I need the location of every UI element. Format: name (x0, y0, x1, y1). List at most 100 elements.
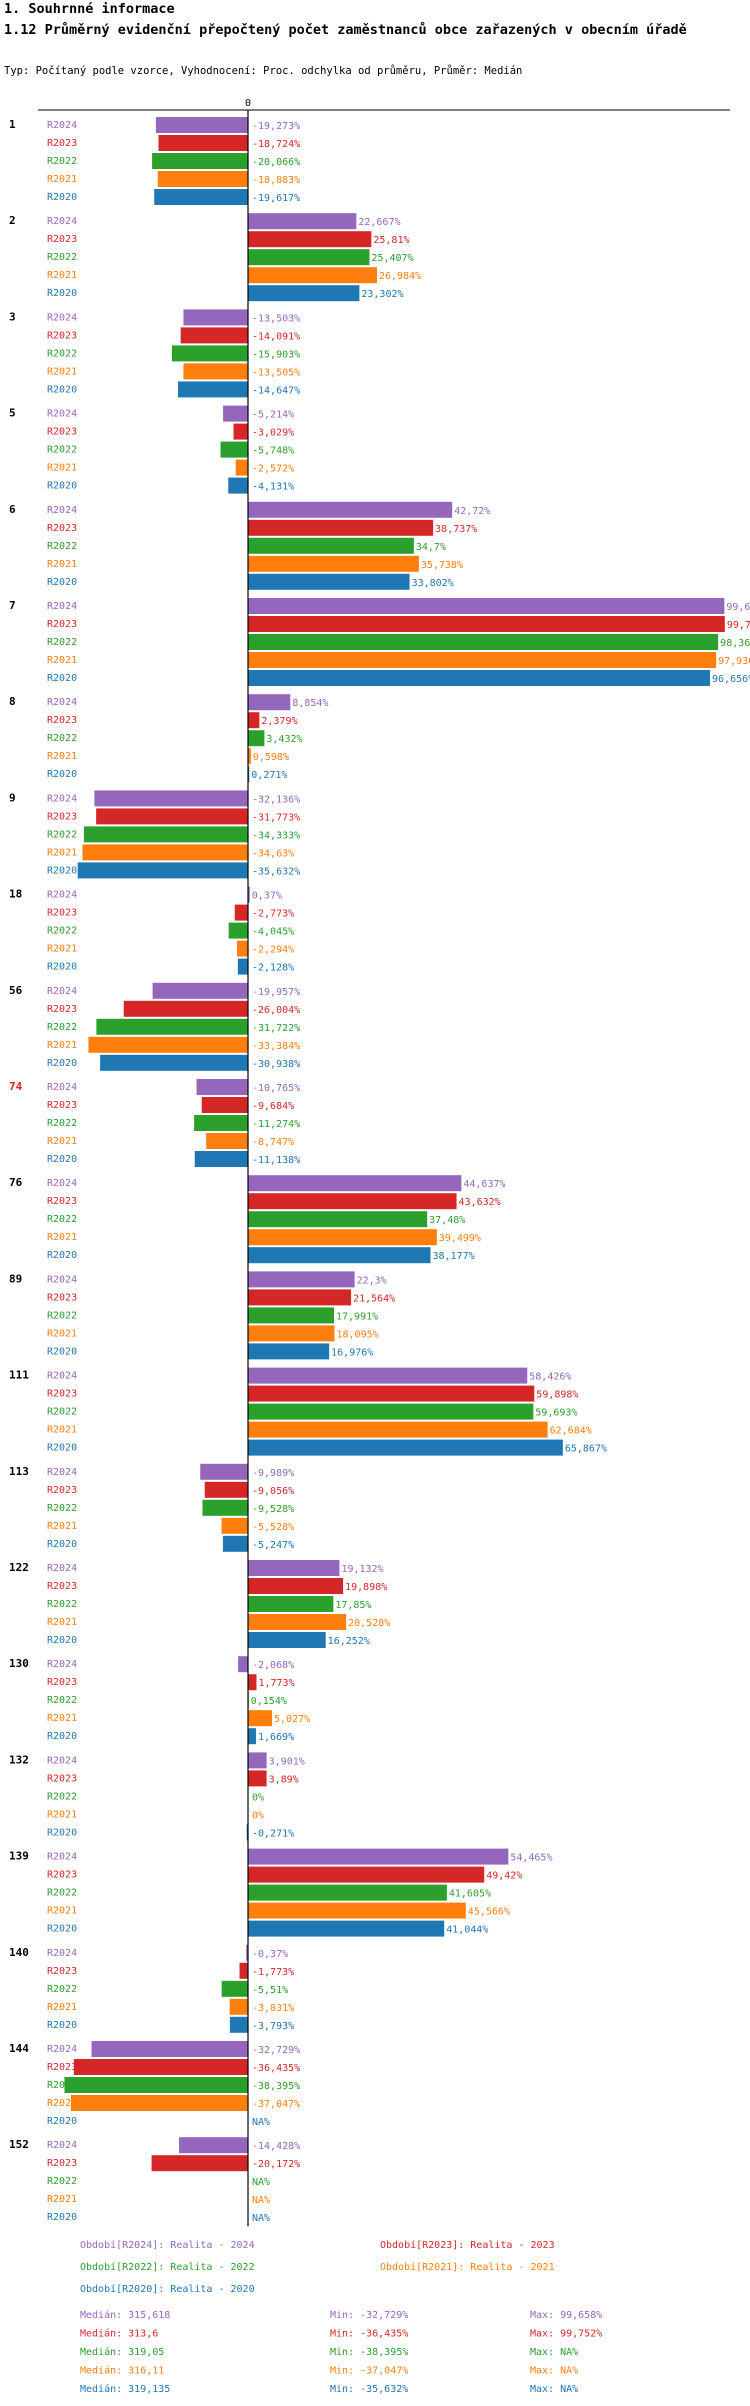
value-label-6-R2023: 38,737% (435, 524, 477, 535)
value-label-113-R2021: -5,528% (252, 1522, 294, 1533)
bar-122-R2024 (248, 1560, 340, 1576)
bar-74-R2022 (194, 1115, 248, 1131)
series-label: R2021 (47, 463, 77, 474)
series-label: R2022 (47, 1599, 77, 1610)
bar-89-R2024 (248, 1271, 355, 1288)
value-label-9-R2020: -35,632% (252, 866, 300, 877)
series-label: R2023 (47, 908, 77, 919)
series-label: R2020 (47, 1635, 77, 1646)
bar-56-R2024 (152, 982, 248, 999)
series-label: R2023 (47, 811, 77, 822)
stat-max-R2024: Max: 99,658% (530, 2310, 602, 2321)
value-label-7-R2022: 98,365% (720, 638, 750, 649)
bar-132-R2024 (248, 1752, 267, 1769)
chart-title: 1.12 Průměrný evidenční přepočtený počet… (4, 22, 687, 38)
value-label-6-R2020: 33,802% (412, 578, 454, 589)
value-label-152-R2021: NA% (252, 2195, 270, 2206)
bar-74-R2023 (201, 1097, 248, 1113)
value-label-5-R2022: -5,748% (252, 446, 294, 457)
value-label-5-R2023: -3,029% (252, 428, 294, 439)
legend-entry-R2021: Období[R2021]: Realita - 2021 (380, 2261, 555, 2273)
value-label-111-R2020: 65,867% (565, 1444, 607, 1455)
bar-1-R2022 (152, 153, 248, 169)
value-label-144-R2023: -36,435% (252, 2063, 300, 2074)
bar-8-R2021 (248, 748, 251, 765)
series-label: R2024 (47, 793, 77, 804)
series-label: R2020 (47, 2020, 77, 2031)
value-label-152-R2022: NA% (252, 2177, 270, 2188)
series-label: R2020 (47, 384, 77, 395)
series-label: R2021 (47, 1617, 77, 1628)
series-label: R2021 (47, 1136, 77, 1147)
bar-144-R2024 (91, 2041, 248, 2057)
bar-18-R2023 (234, 904, 248, 921)
bar-7-R2020 (248, 670, 711, 686)
bar-3-R2024 (183, 309, 248, 326)
series-label: R2022 (47, 829, 77, 840)
bar-2-R2022 (248, 249, 370, 266)
value-label-130-R2022: 0,154% (251, 1696, 287, 1707)
series-label: R2023 (47, 330, 77, 341)
value-label-139-R2022: 41,605% (449, 1889, 491, 1900)
bar-9-R2024 (94, 790, 248, 807)
value-label-56-R2020: -30,938% (252, 1059, 300, 1070)
bar-122-R2021 (248, 1614, 347, 1630)
bar-152-R2024 (179, 2137, 248, 2154)
series-label: R2022 (47, 252, 77, 263)
series-label: R2022 (47, 1695, 77, 1706)
group-label-18: 18 (9, 888, 22, 901)
value-label-152-R2024: -14,428% (252, 2141, 300, 2152)
bar-139-R2021 (248, 1902, 466, 1919)
series-label: R2023 (47, 2062, 77, 2073)
stat-median-R2020: Medián: 319,135 (80, 2383, 170, 2395)
series-label: R2023 (47, 1389, 77, 1400)
series-label: R2022 (47, 1022, 77, 1033)
series-label: R2024 (47, 216, 77, 227)
value-label-130-R2023: 1,773% (258, 1678, 294, 1689)
bar-18-R2022 (228, 922, 248, 939)
series-label: R2020 (47, 288, 77, 299)
series-label: R2020 (47, 481, 77, 492)
series-label: R2024 (47, 1082, 77, 1093)
series-label: R2024 (47, 2140, 77, 2151)
value-label-5-R2024: -5,214% (252, 410, 294, 421)
bar-6-R2021 (248, 555, 419, 572)
bar-5-R2021 (235, 459, 248, 476)
value-label-122-R2023: 19,898% (345, 1582, 387, 1593)
value-label-132-R2023: 3,89% (269, 1774, 299, 1785)
series-label: R2020 (47, 1443, 77, 1454)
bar-122-R2023 (248, 1578, 344, 1594)
value-label-130-R2024: -2,068% (252, 1660, 294, 1671)
series-label: R2021 (47, 1040, 77, 1051)
series-label: R2022 (47, 1791, 77, 1802)
bar-140-R2022 (221, 1980, 248, 1997)
bar-89-R2023 (248, 1289, 352, 1306)
bar-8-R2023 (248, 712, 260, 729)
value-label-3-R2022: -15,903% (252, 349, 300, 360)
group-label-8: 8 (9, 695, 16, 708)
bar-5-R2020 (228, 477, 248, 494)
series-label: R2022 (47, 348, 77, 359)
series-label: R2020 (47, 1346, 77, 1357)
value-label-56-R2022: -31,722% (252, 1023, 300, 1034)
value-label-74-R2023: -9,684% (252, 1101, 294, 1112)
value-label-89-R2024: 22,3% (357, 1275, 387, 1286)
value-label-7-R2020: 96,656% (712, 674, 750, 685)
series-label: R2023 (47, 427, 77, 438)
bar-7-R2024 (248, 598, 725, 614)
bar-74-R2020 (194, 1151, 248, 1167)
value-label-122-R2022: 17,85% (335, 1600, 371, 1611)
group-label-89: 89 (9, 1272, 22, 1285)
series-label: R2022 (47, 1984, 77, 1995)
value-label-76-R2020: 38,177% (432, 1251, 474, 1262)
bar-144-R2022 (64, 2077, 249, 2093)
value-label-111-R2023: 59,898% (536, 1390, 578, 1401)
bar-1-R2024 (155, 117, 248, 133)
stat-min-R2023: Min: -36,435% (330, 2329, 408, 2340)
series-label: R2023 (47, 1004, 77, 1015)
value-label-130-R2021: 5,027% (274, 1714, 310, 1725)
value-label-8-R2020: 0,271% (251, 770, 287, 781)
value-label-76-R2022: 37,48% (429, 1215, 465, 1226)
series-label: R2023 (47, 1196, 77, 1207)
